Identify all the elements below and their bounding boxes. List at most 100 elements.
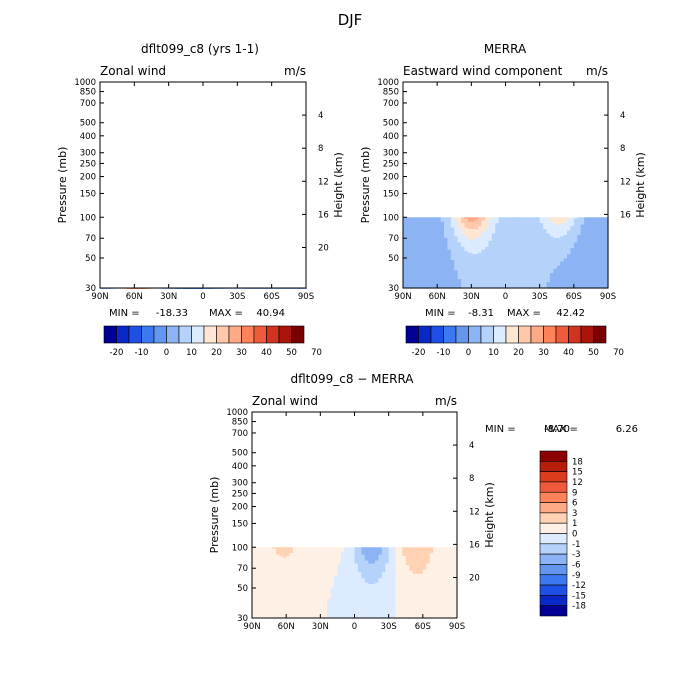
data-cell (529, 233, 534, 236)
data-cell (584, 243, 589, 246)
data-cell (426, 234, 431, 238)
data-cell (597, 230, 602, 233)
data-cell (536, 257, 541, 260)
data-cell (461, 257, 466, 260)
data-cell (584, 242, 589, 245)
data-cell (522, 229, 527, 232)
data-cell (502, 233, 507, 236)
data-cell (570, 240, 575, 243)
data-cell (420, 261, 425, 264)
data-cell (413, 226, 418, 229)
data-cell (580, 221, 585, 224)
data-cell (495, 226, 500, 229)
data-cell (563, 234, 568, 238)
data-cell (440, 264, 445, 267)
data-cell (563, 223, 568, 226)
data-cell (485, 252, 490, 255)
data-cell (426, 254, 431, 257)
data-cell (532, 230, 537, 233)
data-cell (508, 232, 513, 235)
data-cell (498, 254, 503, 257)
x-tick-label: 0 (200, 292, 205, 302)
data-cell (454, 257, 459, 260)
data-cell (433, 255, 438, 258)
data-cell (444, 234, 449, 238)
data-cell (474, 221, 479, 224)
data-cell (447, 265, 452, 268)
data-cell (597, 217, 602, 220)
data-cell (567, 246, 572, 249)
data-cell (567, 255, 572, 258)
data-cell (577, 249, 582, 252)
data-cell (526, 236, 531, 239)
data-cell (573, 257, 578, 260)
data-cell (444, 223, 449, 226)
data-cell (573, 248, 578, 251)
data-cell (539, 251, 544, 254)
data-cell (567, 245, 572, 248)
data-cell (403, 227, 408, 230)
data-cell (474, 229, 479, 232)
data-cell (502, 220, 507, 223)
data-cell (549, 242, 554, 245)
data-cell (437, 245, 442, 248)
data-cell (461, 237, 466, 240)
data-cell (447, 224, 452, 227)
data-cell (508, 255, 513, 258)
data-cell (539, 243, 544, 246)
data-cell (403, 229, 408, 232)
data-cell (440, 249, 445, 252)
data-cell (423, 249, 428, 252)
data-cell (536, 226, 541, 229)
data-cell (502, 223, 507, 226)
data-cell (423, 230, 428, 233)
data-cell (444, 265, 449, 268)
data-cell (563, 260, 568, 263)
data-cell (471, 264, 476, 267)
data-cell (444, 248, 449, 251)
data-cell (584, 262, 589, 266)
data-cell (423, 239, 428, 242)
data-cell (567, 240, 572, 243)
data-cell (553, 237, 558, 240)
data-cell (426, 233, 431, 236)
data-cell (539, 252, 544, 255)
data-cell (584, 252, 589, 255)
data-cell (471, 234, 476, 238)
data-cell (447, 217, 452, 220)
data-cell (502, 221, 507, 224)
data-cell (580, 264, 585, 267)
data-cell (543, 242, 548, 245)
data-cell (420, 223, 425, 226)
data-cell (406, 245, 411, 248)
data-cell (580, 218, 585, 221)
data-cell (447, 226, 452, 229)
data-cell (457, 262, 462, 266)
data-cell (597, 229, 602, 232)
data-cell (587, 248, 592, 251)
data-cell (532, 243, 537, 246)
data-cell (416, 221, 421, 224)
data-cell (556, 223, 561, 226)
data-cell (481, 245, 486, 248)
data-cell (604, 252, 609, 255)
data-cell (512, 229, 517, 232)
data-cell (406, 230, 411, 233)
data-cell (532, 240, 537, 243)
data-cell (526, 217, 531, 220)
data-cell (570, 257, 575, 260)
data-cell (420, 230, 425, 233)
data-cell (529, 254, 534, 257)
data-cell (604, 245, 609, 248)
data-cell (508, 227, 513, 230)
data-cell (573, 240, 578, 243)
data-cell (512, 258, 517, 261)
data-cell (594, 221, 599, 224)
data-cell (556, 237, 561, 240)
data-cell (567, 257, 572, 260)
data-cell (430, 242, 435, 245)
data-cell (447, 223, 452, 226)
data-cell (573, 258, 578, 261)
data-cell (498, 245, 503, 248)
data-cell (437, 252, 442, 255)
